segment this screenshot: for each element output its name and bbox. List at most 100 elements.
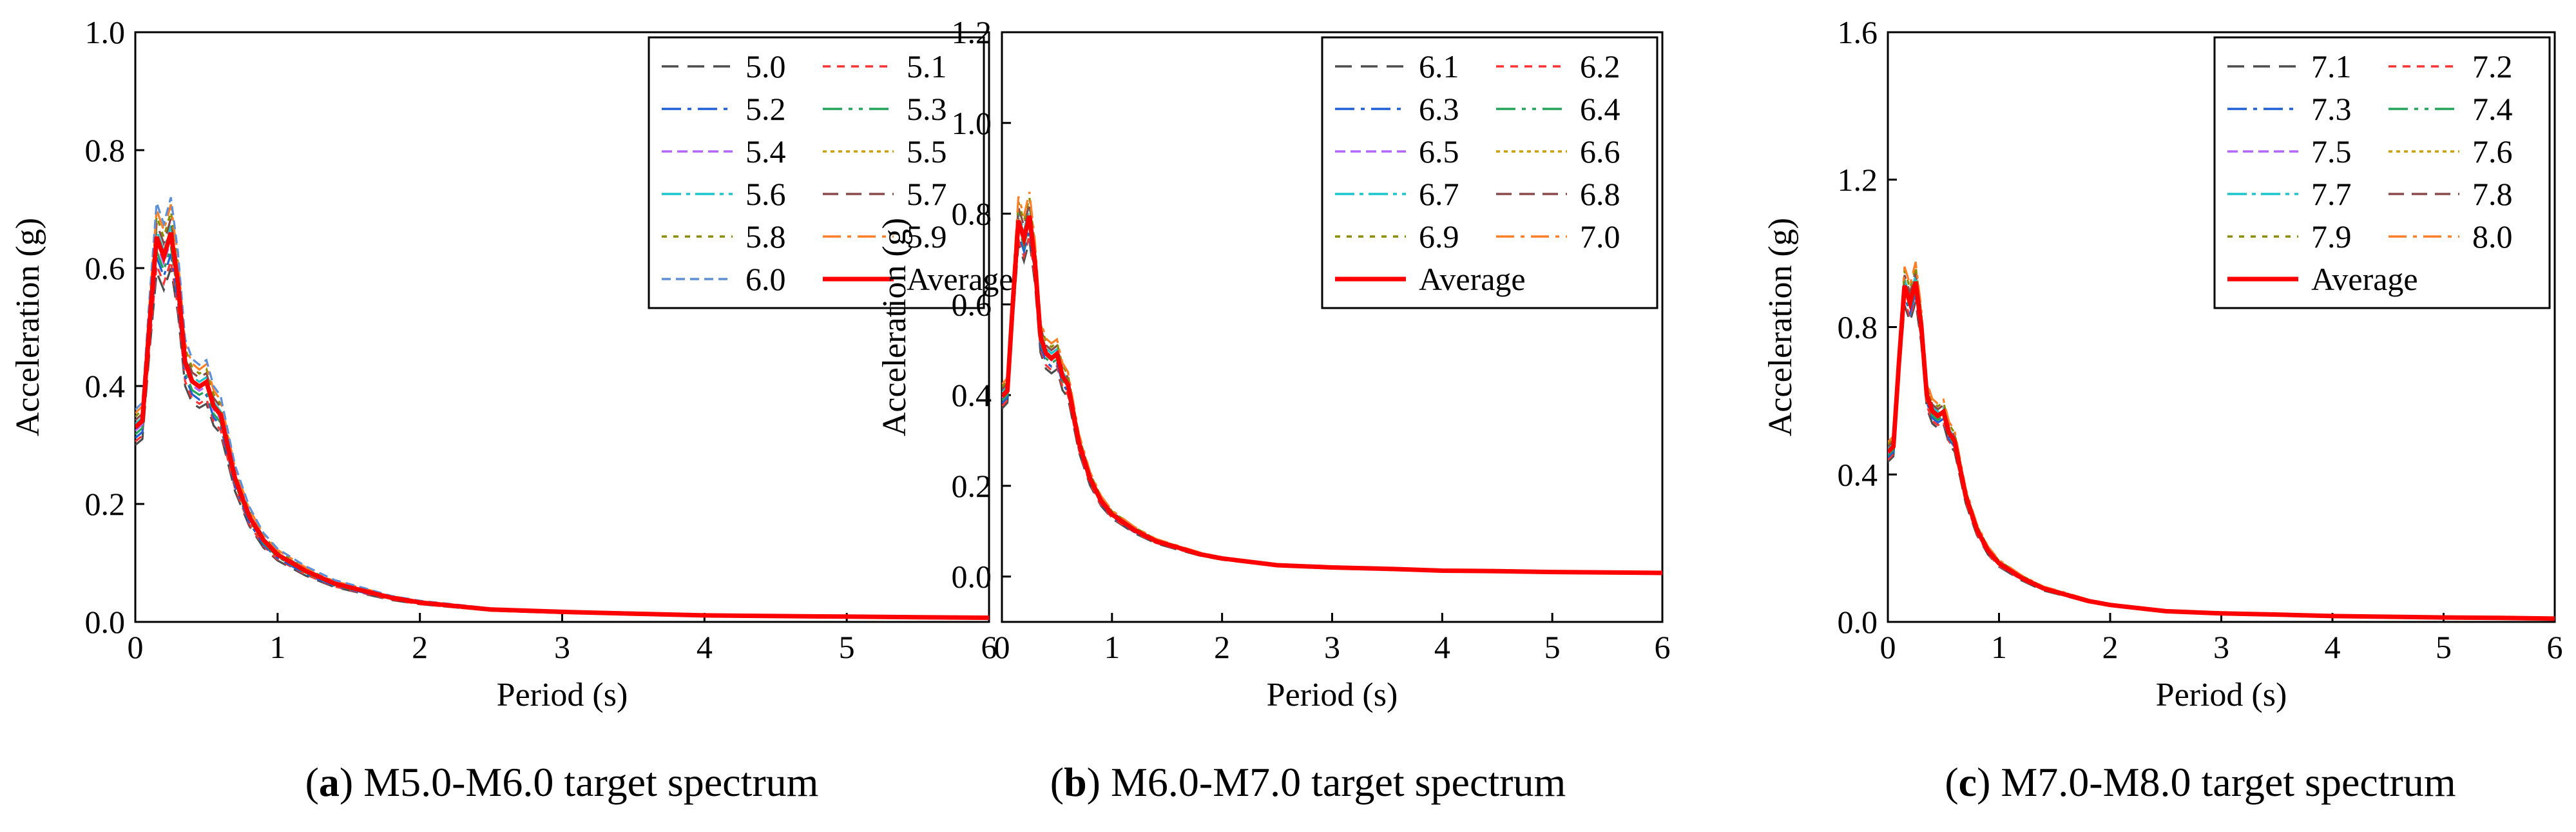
x-tick-label: 6 (1655, 629, 1671, 665)
legend-label: 6.3 (1419, 91, 1459, 127)
x-axis-label: Period (s) (2156, 677, 2287, 713)
y-tick-label: 0.4 (1838, 456, 1878, 492)
x-tick-label: 0 (994, 629, 1010, 665)
y-tick-label: 0.2 (85, 486, 126, 522)
x-tick-label: 1 (269, 629, 285, 665)
legend-label: 6.2 (1580, 48, 1620, 84)
legend-label: 7.3 (2311, 91, 2352, 127)
x-axis-label: Period (s) (497, 677, 628, 713)
y-tick-label: 0.4 (952, 377, 992, 413)
x-tick-label: 6 (981, 629, 997, 665)
y-tick-label: 0.0 (1838, 604, 1878, 640)
legend-label: 6.0 (745, 261, 786, 297)
panel-b: 0 1 2 3 4 5 6 0.0 0.2 0.4 0.6 0.8 1.0 1.2 Period (s) Ac… (876, 14, 1671, 805)
legend-label: 6.8 (1580, 176, 1620, 212)
series-line-7-3 (1888, 292, 2555, 620)
panel-a: 0 1 2 3 4 5 6 0.0 0.2 0.4 0.6 0.8 1.0 Period (s) Accel… (10, 14, 1014, 805)
x-tick-label: 2 (412, 629, 428, 665)
y-tick-label: 0.4 (85, 368, 126, 404)
x-tick-label: 5 (1544, 629, 1561, 665)
legend-label: 5.6 (745, 176, 786, 212)
legend-label: 5.2 (745, 91, 786, 127)
x-tick-label: 3 (554, 629, 570, 665)
y-tick-label: 0.8 (1838, 309, 1878, 345)
legend-label: 7.6 (2472, 133, 2513, 169)
x-tick-label: 5 (2436, 629, 2452, 665)
y-tick-label: 1.0 (952, 105, 992, 141)
legend-label: 6.1 (1419, 48, 1459, 84)
x-tick-label: 1 (1991, 629, 2007, 665)
legend-label: 7.9 (2311, 218, 2352, 255)
x-axis-label: Period (s) (1267, 677, 1398, 713)
x-tick-label: 3 (1324, 629, 1340, 665)
series-lines-a (135, 197, 989, 621)
y-tick-label: 1.0 (85, 14, 126, 50)
legend-label: 6.4 (1580, 91, 1620, 127)
plot-b: 0 1 2 3 4 5 6 0.0 0.2 0.4 0.6 0.8 1.0 1.2 Period (s) Ac… (876, 14, 1671, 713)
series-line-7-6 (1888, 279, 2555, 620)
legend-label: 5.5 (907, 133, 947, 169)
series-line-7-4 (1888, 288, 2555, 620)
x-tick-label: 4 (697, 629, 713, 665)
legend-label: 6.9 (1419, 218, 1459, 255)
y-tick-label: 0.6 (85, 250, 126, 286)
x-tick-label: 0 (1880, 629, 1896, 665)
legend-label: Average (2311, 261, 2418, 297)
legend-label: 5.9 (907, 218, 947, 255)
legend-box (2213, 36, 2551, 309)
x-tick-label: 2 (2102, 629, 2119, 665)
series-lines-c (1888, 261, 2555, 621)
x-tick-label: 2 (1214, 629, 1230, 665)
y-axis-label: Acceleration (g) (10, 218, 46, 436)
legend-label: 5.3 (907, 91, 947, 127)
caption-a: (a) M5.0-M6.0 target spectrum (305, 759, 819, 805)
y-axis-label: Acceleration (g) (876, 218, 913, 436)
legend-label: 6.7 (1419, 176, 1459, 212)
series-line-5-1 (135, 260, 989, 620)
y-tick-label: 0.6 (952, 286, 992, 322)
y-tick-label: 1.2 (1838, 162, 1878, 198)
y-tick-label: 1.6 (1838, 14, 1878, 50)
series-line-7-2 (1888, 296, 2555, 620)
x-tick-label: 5 (839, 629, 855, 665)
caption-a-letter: a (319, 759, 340, 805)
y-axis-label: Acceleration (g) (1762, 218, 1799, 436)
caption-a-text: M5.0-M6.0 target spectrum (353, 759, 818, 805)
y-tick-label: 1.2 (952, 14, 992, 50)
series-line-5-0 (135, 267, 989, 620)
x-tick-label: 3 (2213, 629, 2229, 665)
legend-label: 7.1 (2311, 48, 2352, 84)
x-tick-label: 6 (2547, 629, 2563, 665)
legend-b: 6.1 6.2 6.3 6.4 6.5 6.6 6.7 6.8 6.9 7.0 Average (1321, 36, 1658, 309)
plot-c: 0 1 2 3 4 5 6 0.0 0.4 0.8 1.2 1.6 Period (s) Accelera… (1762, 14, 2563, 713)
legend-label: 5.8 (745, 218, 786, 255)
x-tick-label: 4 (2325, 629, 2341, 665)
caption-c-letter: c (1959, 759, 1977, 805)
legend-label: 7.5 (2311, 133, 2352, 169)
series-line-7-7 (1888, 275, 2555, 620)
caption-b: (b) M6.0-M7.0 target spectrum (1050, 759, 1566, 805)
series-line-7-8 (1888, 270, 2555, 620)
series-line-7-5 (1888, 284, 2555, 620)
legend-label: 6.6 (1580, 133, 1620, 169)
legend-label: 8.0 (2472, 218, 2513, 255)
series-lines-b (1002, 191, 1662, 576)
panel-c: 0 1 2 3 4 5 6 0.0 0.4 0.8 1.2 1.6 Period (s) Accelera… (1762, 14, 2563, 805)
y-tick-label: 0.8 (85, 132, 126, 168)
x-tick-label: 0 (128, 629, 144, 665)
legend-c: 7.1 7.2 7.3 7.4 7.5 7.6 7.7 7.8 7.9 8.0 Average (2213, 36, 2551, 309)
x-tick-label: 4 (1434, 629, 1450, 665)
legend-box (1321, 36, 1658, 309)
series-line-7-1 (1888, 301, 2555, 620)
legend-label: 5.7 (907, 176, 947, 212)
y-tick-label: 0.0 (85, 604, 126, 640)
caption-c-text: M7.0-M8.0 target spectrum (1990, 759, 2456, 805)
caption-c: (c) M7.0-M8.0 target spectrum (1945, 759, 2456, 805)
plot-a: 0 1 2 3 4 5 6 0.0 0.2 0.4 0.6 0.8 1.0 Period (s) Accel… (10, 14, 1014, 713)
y-tick-label: 0.0 (952, 559, 992, 595)
legend-label: 7.7 (2311, 176, 2352, 212)
legend-label: 5.0 (745, 48, 786, 84)
y-tick-label: 0.8 (952, 196, 992, 232)
series-line-7-9 (1888, 266, 2555, 620)
series-line-Average (1002, 215, 1662, 576)
